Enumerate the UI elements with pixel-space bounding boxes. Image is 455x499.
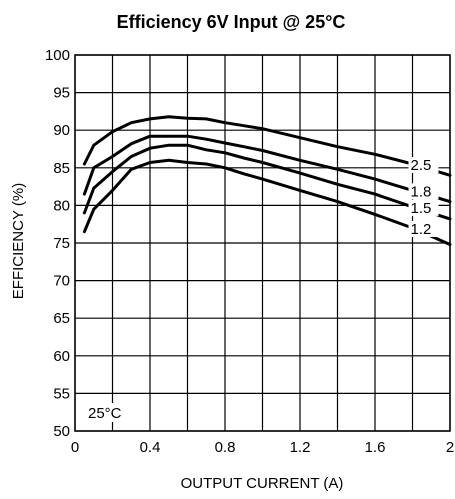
x-tick-label-1: 0.4 (140, 439, 161, 456)
y-axis-label: EFFICIENCY (%) (10, 183, 27, 299)
y-tick-label-9: 95 (53, 85, 70, 102)
y-tick-label-10: 100 (45, 47, 70, 64)
y-tick-label-3: 65 (53, 310, 70, 327)
x-tick-label-5: 2 (446, 439, 454, 456)
series-labels: 2.5 1.81.5 1.2 (408, 157, 439, 238)
temperature-annotation-bg (84, 403, 128, 422)
series-label-1.8: 1.8 (411, 183, 432, 200)
series-label-bg-1.2 (408, 220, 439, 237)
series-label-bg-1.5 (408, 199, 439, 216)
y-tick-label-2: 60 (53, 348, 70, 365)
x-tick-label-4: 1.6 (365, 439, 386, 456)
x-tick-label-2: 0.8 (215, 439, 236, 456)
y-tick-label-8: 90 (53, 122, 70, 139)
series-line-1.5 (82, 143, 452, 221)
series-label-1.5: 1.5 (411, 200, 432, 217)
series-line-1.2 (82, 158, 452, 246)
x-tick-label-0: 0 (71, 439, 79, 456)
series-lines (82, 115, 452, 246)
x-axis-label: OUTPUT CURRENT (A) (181, 475, 344, 492)
y-tick-label-0: 50 (53, 423, 70, 440)
y-tick-label-5: 75 (53, 235, 70, 252)
x-tick-label-3: 1.2 (290, 439, 311, 456)
y-tick-label-4: 70 (53, 273, 70, 290)
y-tick-labels: 50 55 60 65 70 75 80 85 90 95 100 (45, 47, 70, 440)
series-label-2.5: 2.5 (411, 157, 432, 174)
series-label-1.2: 1.2 (411, 221, 432, 238)
y-tick-label-6: 80 (53, 197, 70, 214)
series-label-bg-2.5 (408, 157, 439, 174)
series-label-bg-1.8 (408, 183, 439, 200)
y-tick-label-7: 85 (53, 160, 70, 177)
series-line-2.5 (82, 115, 452, 177)
chart-title: Efficiency 6V Input @ 25°C (117, 12, 346, 32)
grid-lines (74, 54, 451, 432)
series-line-1.8 (82, 134, 452, 204)
x-tick-labels: 0 0.4 0.8 1.2 1.6 2 (71, 439, 454, 456)
y-tick-label-1: 55 (53, 385, 70, 402)
temperature-annotation: 25°C (88, 405, 122, 422)
plot-frame (74, 54, 451, 432)
